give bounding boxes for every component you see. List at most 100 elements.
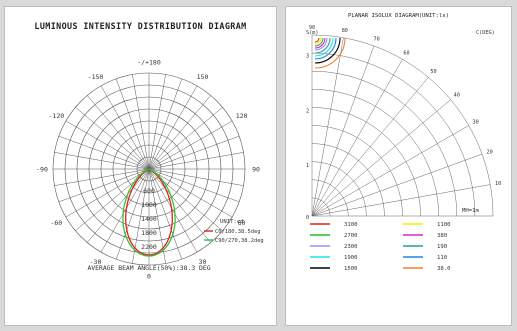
polar-spoke: [148, 95, 211, 170]
isolux-grid-spoke: [311, 37, 344, 217]
polar-spoke: [65, 120, 150, 170]
isolux-c-tick: 70: [374, 36, 380, 42]
isolux-contour: [314, 37, 328, 51]
isolux-panel: PLANAR ISOLUX DIAGRAM(UNIT:lx) 10 20 30 40 5…: [285, 6, 512, 326]
isolux-contour: [314, 37, 326, 49]
isolux-legend-value: 110: [437, 255, 447, 261]
polar-angle-label: -/+180: [137, 59, 161, 67]
polar-spoke: [58, 168, 150, 203]
isolux-grid-arc: [311, 70, 458, 217]
c-axis-label: C(DEG): [476, 30, 495, 36]
polar-angle-label: -60: [50, 219, 62, 227]
polar-angle-label: 120: [236, 112, 248, 120]
polar-spoke: [148, 168, 198, 253]
polar-spoke: [148, 85, 198, 170]
isolux-c-tick: 40: [454, 93, 460, 99]
isolux-grid-spoke: [311, 45, 375, 217]
polar-spoke: [65, 168, 150, 218]
s-tick-label: 3: [306, 53, 309, 59]
polar-spoke: [148, 168, 211, 243]
isolux-c-tick: 60: [403, 50, 409, 56]
polar-spoke: [75, 107, 150, 170]
isolux-c-tick: 50: [430, 69, 436, 75]
isolux-c-tick: 90: [309, 25, 315, 31]
isolux-c-tick: 20: [486, 149, 492, 155]
isolux-contour: [314, 37, 324, 47]
polar-angle-label: 0: [147, 273, 151, 281]
polar-radial-label: 1800: [141, 229, 157, 237]
polar-spoke: [148, 168, 244, 186]
isolux-c-tick: 10: [495, 181, 501, 187]
polar-spoke: [148, 120, 233, 170]
polar-angle-label: -120: [49, 112, 65, 120]
polar-spoke: [132, 74, 150, 170]
isolux-c-tick: 30: [473, 120, 479, 126]
isolux-legend-value: 2700: [344, 233, 357, 239]
polar-radial-label: 1000: [141, 201, 157, 209]
polar-angle-label: 30: [199, 258, 207, 266]
isolux-grid-spoke: [311, 153, 483, 217]
isolux-grid-spoke: [311, 99, 451, 217]
isolux-c-tick: 80: [342, 28, 348, 34]
origin-label: 0: [306, 215, 309, 221]
isolux-grid-spoke: [311, 184, 491, 217]
isolux-contour: [314, 37, 334, 57]
polar-spoke: [148, 168, 233, 218]
polar-spoke: [100, 85, 150, 170]
isolux-grid-arc: [311, 161, 367, 217]
s-axis-label: S(m): [306, 30, 319, 36]
polar-spoke: [148, 135, 240, 170]
polar-radial-label: 1400: [141, 215, 157, 223]
isolux-grid-spoke: [311, 77, 429, 217]
isolux-legend-value: 380: [437, 233, 447, 239]
polar-spoke: [148, 152, 244, 170]
intensity-diagram-title: LUMINOUS INTENSITY DISTRIBUTION DIAGRAM: [34, 21, 247, 31]
polar-spoke: [115, 168, 150, 260]
polar-spoke: [148, 107, 223, 170]
polar-spoke: [87, 95, 150, 170]
polar-spoke: [148, 74, 166, 170]
isolux-legend-value: 1500: [344, 266, 357, 272]
isolux-grid-spoke: [311, 125, 469, 217]
isolux-grid-arc: [311, 197, 331, 217]
polar-angle-label: -90: [36, 166, 48, 174]
polar-spoke: [54, 168, 150, 186]
isolux-legend-value: 3100: [344, 222, 357, 228]
isolux-grid-arc: [311, 107, 421, 217]
polar-spoke: [87, 168, 150, 243]
isolux-legend-value: 1900: [344, 255, 357, 261]
polar-spoke: [58, 135, 150, 170]
isolux-grid-arc: [311, 34, 494, 217]
polar-angle-label: -30: [90, 258, 102, 266]
polar-spoke: [148, 78, 183, 170]
isolux-contour: [314, 37, 346, 69]
polar-spoke: [148, 168, 183, 260]
isolux-diagram-title: PLANAR ISOLUX DIAGRAM(UNIT:lx): [347, 13, 450, 19]
isolux-contour: [314, 37, 320, 43]
polar-angle-label: -150: [88, 73, 104, 81]
polar-angle-label: 60: [238, 219, 246, 227]
isolux-grid-arc: [311, 89, 439, 217]
isolux-contour: [314, 37, 322, 45]
polar-spoke: [100, 168, 150, 253]
s-tick-label: 2: [306, 108, 309, 114]
isolux-contour: [314, 37, 337, 60]
polar-spoke: [54, 152, 150, 170]
isolux-legend-value: 1100: [437, 222, 450, 228]
beam-angle-label: AVERAGE BEAM ANGLE(50%):38.3 DEG: [87, 264, 210, 272]
isolux-grid-arc: [311, 52, 476, 217]
polar-radial-label: 2200: [141, 243, 157, 251]
mh-label: MH=1m: [462, 208, 479, 214]
isolux-legend-value: 190: [437, 244, 447, 250]
isolux-grid-spoke: [311, 59, 403, 217]
legend-label: C90/270,38.2deg: [215, 238, 264, 244]
polar-spoke: [148, 168, 240, 203]
s-tick-label: 1: [306, 163, 309, 169]
intensity-distribution-panel: LUMINOUS INTENSITY DISTRIBUTION DIAGRAM …: [4, 6, 277, 326]
unit-label: UNIT:cd: [220, 219, 244, 225]
isolux-contour: [314, 37, 341, 64]
polar-angle-label: 150: [197, 73, 209, 81]
isolux-grid-arc: [311, 125, 403, 217]
polar-curve-c90: [122, 168, 176, 257]
isolux-contour: [314, 37, 331, 54]
